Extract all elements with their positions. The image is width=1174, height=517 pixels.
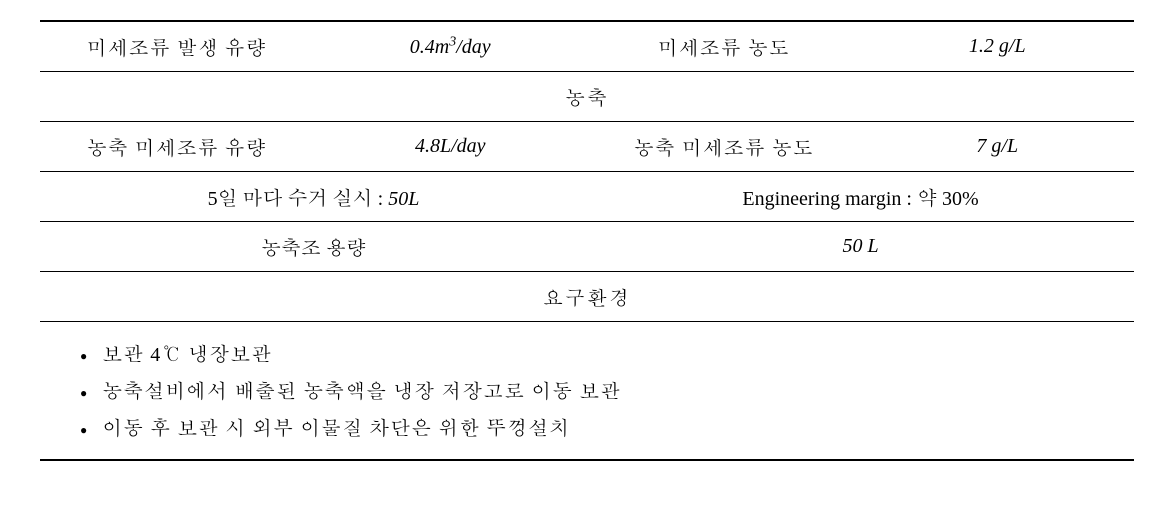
- tank-capacity-label: 농축조 용량: [40, 222, 587, 272]
- list-item: 이동 후 보관 시 외부 이물질 차단은 위한 뚜껑설치: [80, 408, 1104, 445]
- table-row: 농축: [40, 72, 1134, 122]
- collection-spec: 5일 마다 수거 실시 : 50L: [40, 172, 587, 222]
- conc-conc-value: 7 g/L: [861, 122, 1135, 172]
- conc-flow-label: 농축 미세조류 유량: [40, 122, 314, 172]
- requirements-list: 보관 4℃ 냉장보관 농축설비에서 배출된 농축액을 냉장 저장고로 이동 보관…: [70, 334, 1104, 445]
- microalgae-conc-label: 미세조류 농도: [587, 21, 861, 72]
- requirements-cell: 보관 4℃ 냉장보관 농축설비에서 배출된 농축액을 냉장 저장고로 이동 보관…: [40, 322, 1134, 461]
- table-row: 미세조류 발생 유량 0.4m3/day 미세조류 농도 1.2 g/L: [40, 21, 1134, 72]
- conc-conc-label: 농축 미세조류 농도: [587, 122, 861, 172]
- table-row: 5일 마다 수거 실시 : 50L Engineering margin : 약…: [40, 172, 1134, 222]
- spec-table: 미세조류 발생 유량 0.4m3/day 미세조류 농도 1.2 g/L 농축 …: [40, 20, 1134, 461]
- conc-flow-value: 4.8L/day: [314, 122, 588, 172]
- list-item: 보관 4℃ 냉장보관: [80, 334, 1104, 371]
- table-row: 보관 4℃ 냉장보관 농축설비에서 배출된 농축액을 냉장 저장고로 이동 보관…: [40, 322, 1134, 461]
- table-row: 농축조 용량 50 L: [40, 222, 1134, 272]
- microalgae-flow-label: 미세조류 발생 유량: [40, 21, 314, 72]
- microalgae-flow-value: 0.4m3/day: [314, 21, 588, 72]
- tank-capacity-value: 50 L: [587, 222, 1134, 272]
- engineering-margin: Engineering margin : 약 30%: [587, 172, 1134, 222]
- section-requirements: 요구환경: [40, 272, 1134, 322]
- section-concentration: 농축: [40, 72, 1134, 122]
- table-row: 농축 미세조류 유량 4.8L/day 농축 미세조류 농도 7 g/L: [40, 122, 1134, 172]
- table-row: 요구환경: [40, 272, 1134, 322]
- microalgae-conc-value: 1.2 g/L: [861, 21, 1135, 72]
- list-item: 농축설비에서 배출된 농축액을 냉장 저장고로 이동 보관: [80, 371, 1104, 408]
